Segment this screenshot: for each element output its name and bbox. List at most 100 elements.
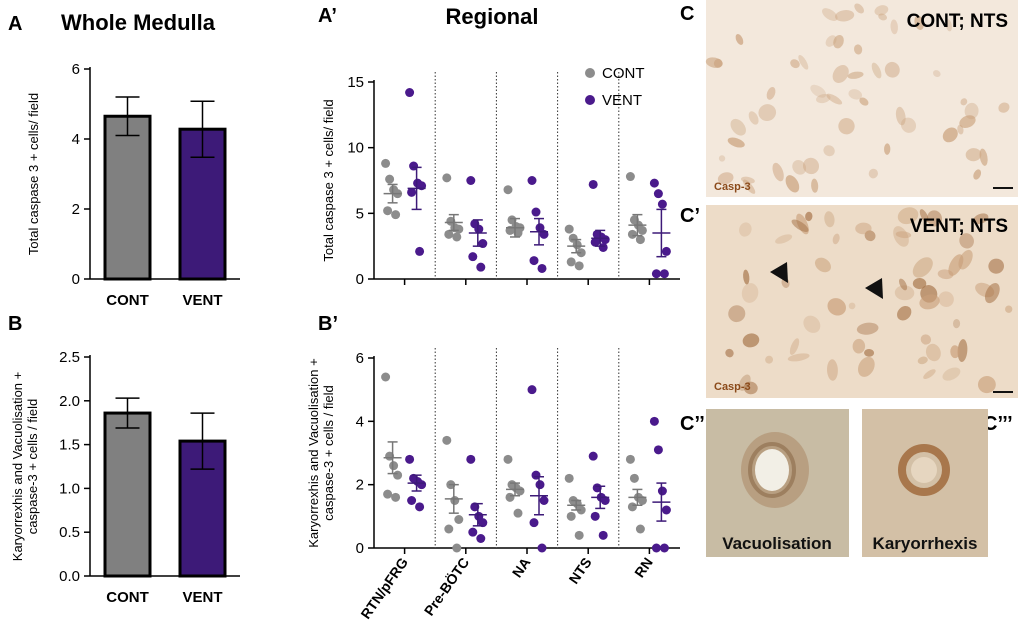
data-point-cont: [625, 454, 635, 464]
y-tick-label: 1.5: [59, 437, 80, 454]
stained-cell: [942, 367, 961, 381]
data-point-cont: [391, 210, 401, 220]
data-point-vent: [661, 246, 671, 256]
data-point-cont: [454, 515, 464, 524]
x-tick-label: Pre-BÖTC: [421, 555, 472, 619]
vacuole-rim: [748, 442, 796, 498]
stained-cell: [919, 294, 940, 310]
stained-cell: [958, 249, 973, 270]
y-tick-label: 6: [72, 61, 80, 78]
stained-cell: [775, 234, 793, 244]
data-point-cont: [503, 454, 513, 464]
micrograph-c-triple-prime-background: [862, 409, 988, 557]
micrograph-c-prime-vent-nts: VENT; NTS Casp-3: [706, 205, 1018, 398]
data-point-vent: [407, 496, 417, 505]
y-tick-label: 0.0: [59, 568, 80, 585]
stained-cell: [789, 338, 800, 355]
stained-cell: [826, 93, 843, 105]
stained-cell: [854, 3, 864, 14]
data-point-vent: [476, 534, 486, 543]
karyorrhexis-ring: [898, 444, 950, 496]
legend-label: VENT: [602, 92, 642, 109]
y-axis-label: Karyorrexhis and Vacuolisation +: [10, 372, 25, 561]
arrowhead-icon: [770, 262, 788, 283]
stained-cell: [890, 19, 898, 35]
data-point-vent: [535, 223, 545, 233]
data-point-cont: [635, 524, 645, 534]
stained-cell: [1005, 305, 1013, 313]
y-tick-label: 15: [347, 74, 364, 91]
data-point-vent: [468, 527, 478, 537]
data-point-vent: [659, 269, 669, 279]
data-point-vent: [407, 187, 417, 197]
stained-cell: [893, 226, 909, 247]
stained-cell: [735, 34, 744, 45]
stained-cell: [988, 258, 1005, 274]
data-point-vent: [405, 454, 415, 464]
data-point-vent: [529, 518, 539, 528]
chart-title: Whole Medulla: [61, 10, 216, 35]
chart-b-prime-regional: Karyorrexhis and Vacuolisation + caspase-…: [306, 348, 680, 622]
stained-cell: [984, 283, 1000, 304]
panel-letter-a-prime: A’: [318, 5, 337, 27]
bar-cont: [103, 114, 152, 281]
stained-cell: [897, 305, 912, 321]
stained-cell: [766, 87, 776, 100]
data-point-vent: [537, 543, 547, 553]
stained-cell: [899, 278, 908, 291]
panel-letter-c-double-prime: C’’: [680, 413, 705, 435]
stained-cell: [942, 127, 958, 143]
data-point-cont: [452, 543, 462, 553]
data-point-vent: [661, 505, 671, 515]
x-tick-label: RN: [631, 555, 656, 581]
y-axis-label: Total caspase 3 + cells/ field: [26, 93, 41, 255]
data-point-cont: [574, 530, 584, 540]
stained-cell: [900, 117, 917, 133]
stained-cell: [897, 207, 919, 225]
data-point-vent: [653, 189, 663, 199]
chart-a-prime-regional: Regional Total caspase 3 + cells/ field 0 5…: [321, 4, 680, 288]
data-point-cont: [444, 524, 454, 534]
stained-cell: [833, 34, 844, 49]
stained-cell: [742, 333, 760, 348]
data-point-vent: [590, 237, 600, 247]
data-point-cont: [454, 224, 464, 234]
stained-cell: [827, 298, 846, 316]
data-point-cont: [442, 173, 452, 183]
data-point-vent: [651, 269, 661, 279]
data-point-vent: [537, 263, 547, 273]
stained-cell: [973, 169, 982, 180]
data-point-vent: [529, 256, 539, 266]
stained-cell: [950, 345, 960, 359]
y-axis-label: Karyorrexhis and Vacuolisation +: [306, 358, 321, 547]
y-axis-label: caspase-3 + cells / field: [321, 385, 336, 520]
micrograph-c-cont-nts: CONT; NTS Casp-3: [705, 0, 1018, 197]
data-point-cont: [391, 492, 401, 502]
stained-cell: [824, 211, 835, 228]
data-point-vent: [476, 262, 486, 272]
stained-cell: [717, 172, 734, 185]
stained-cell: [727, 137, 745, 148]
stained-cell: [923, 369, 936, 379]
data-point-cont: [383, 489, 393, 499]
data-point-cont: [564, 224, 574, 234]
data-point-cont: [629, 473, 639, 483]
y-tick-label: 2: [72, 201, 80, 218]
stained-cell: [925, 343, 941, 362]
data-point-vent: [649, 178, 659, 188]
y-tick-label: 0: [356, 271, 364, 288]
y-tick-label: 6: [356, 350, 364, 367]
stained-cell: [718, 155, 726, 162]
y-tick-label: 10: [347, 140, 364, 157]
data-point-cont: [381, 158, 391, 168]
stained-cell: [792, 159, 807, 175]
micrograph-c-triple-prime-karyorrhexis: Karyorrhexis: [862, 409, 988, 557]
data-point-cont: [385, 174, 395, 184]
stained-cell: [857, 356, 875, 377]
panel-letter-b: B: [8, 313, 22, 335]
micrograph-c-label: CONT; NTS: [907, 11, 1008, 32]
data-point-vent: [649, 416, 659, 426]
data-point-vent: [600, 235, 610, 245]
x-tick-label: CONT: [106, 292, 149, 309]
stained-cell: [914, 15, 924, 30]
